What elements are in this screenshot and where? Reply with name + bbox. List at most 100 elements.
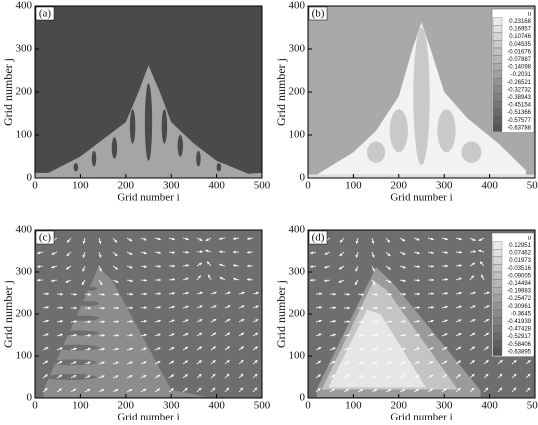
colorbar-label: -0.63895	[507, 349, 531, 355]
colorbar-label: -0.52917	[507, 334, 531, 340]
colorbar-swatch	[493, 333, 502, 341]
y-tick-label: 200	[16, 86, 33, 98]
colorbar-swatch	[493, 109, 502, 117]
colorbar-swatch	[493, 302, 502, 310]
colorbar-title: u	[528, 11, 531, 17]
y-tick-label: 0	[300, 172, 306, 184]
colorbar-swatch	[493, 101, 502, 109]
colorbar-swatch	[493, 348, 502, 356]
x-tick-label: 0	[305, 400, 311, 412]
panel-label: (c)	[39, 232, 52, 244]
colorbar-label: -0.38943	[507, 95, 531, 101]
y-tick-label: 100	[16, 350, 33, 362]
colorbar-label: -0.09005	[507, 273, 531, 279]
colorbar-swatch	[493, 340, 502, 348]
colorbar-label: -0.14098	[507, 65, 531, 71]
x-tick-label: 500	[254, 400, 271, 412]
colorbar-label: -0.19983	[507, 289, 531, 295]
colorbar-swatch	[493, 318, 502, 326]
colorbar-label: -0.01676	[507, 49, 531, 55]
colorbar-label: -0.51366	[507, 110, 531, 116]
y-tick-label: 100	[289, 129, 306, 141]
y-axis-label: Grid number j	[274, 280, 288, 348]
y-tick-label: 200	[289, 308, 306, 320]
colorbar-label: 0.07462	[509, 251, 531, 257]
x-tick-label: 400	[481, 180, 498, 192]
field-region	[390, 109, 408, 152]
x-tick-label: 400	[208, 180, 225, 192]
colorbar-swatch	[493, 40, 502, 48]
x-tick-label: 0	[305, 180, 311, 192]
y-tick-label: 400	[289, 224, 306, 236]
colorbar-swatch	[493, 18, 502, 26]
field-region	[74, 163, 79, 172]
colorbar-label: -0.26521	[507, 80, 531, 86]
y-tick-label: 400	[16, 0, 33, 12]
colorbar-swatch	[493, 257, 502, 265]
colorbar-swatch	[493, 71, 502, 79]
colorbar-swatch	[493, 78, 502, 86]
x-tick-label: 100	[345, 400, 362, 412]
field-region	[62, 330, 98, 335]
x-tick-label: 100	[72, 180, 89, 192]
x-axis-label: Grid number i	[117, 412, 179, 420]
field-region	[217, 163, 222, 172]
y-tick-label: 200	[16, 308, 33, 320]
x-tick-label: 300	[436, 400, 453, 412]
y-tick-label: 0	[27, 392, 33, 404]
colorbar-swatch	[493, 94, 502, 102]
colorbar: u0.231680.169570.107460.04535-0.01676-0.…	[492, 9, 534, 133]
colorbar-label: -0.57577	[507, 118, 531, 124]
colorbar-label: 0.23168	[509, 19, 531, 25]
field-region	[86, 287, 97, 291]
x-tick-label: 200	[391, 400, 408, 412]
x-tick-label: 300	[163, 180, 180, 192]
y-tick-label: 100	[289, 350, 306, 362]
x-tick-label: 0	[32, 400, 38, 412]
y-axis-label: Grid number j	[1, 58, 15, 126]
colorbar-swatch	[493, 48, 502, 56]
field-region	[196, 151, 201, 166]
field-region	[79, 301, 99, 306]
x-tick-label: 500	[527, 180, 538, 192]
x-axis-label: Grid number i	[390, 192, 452, 204]
colorbar-swatch	[493, 325, 502, 333]
field-region	[92, 151, 97, 166]
x-tick-label: 100	[345, 180, 362, 192]
x-axis-label: Grid number i	[390, 412, 452, 420]
field-region	[162, 109, 167, 143]
x-tick-label: 300	[436, 180, 453, 192]
colorbar-swatch	[493, 272, 502, 280]
colorbar-label: 0.12951	[509, 243, 531, 249]
colorbar-swatch	[493, 124, 502, 132]
colorbar-swatch	[493, 264, 502, 272]
colorbar-title: u	[528, 235, 531, 241]
colorbar-label: -0.3645	[511, 311, 532, 317]
y-tick-label: 300	[16, 43, 33, 55]
field-region	[437, 109, 455, 152]
colorbar-swatch	[493, 295, 502, 303]
colorbar-label: -0.58406	[507, 342, 531, 348]
x-axis-label: Grid number i	[117, 192, 179, 204]
y-tick-label: 200	[289, 86, 306, 98]
y-axis-label: Grid number j	[1, 280, 15, 348]
panel-label: (d)	[312, 232, 325, 244]
colorbar-swatch	[493, 63, 502, 71]
x-tick-label: 200	[391, 180, 408, 192]
y-tick-label: 100	[16, 129, 33, 141]
y-axis-label: Grid number j	[274, 58, 288, 126]
x-tick-label: 400	[208, 400, 225, 412]
y-tick-label: 400	[16, 224, 33, 236]
colorbar-label: -0.45154	[507, 103, 531, 109]
colorbar-label: -0.47428	[507, 327, 531, 333]
panel-label: (b)	[312, 8, 325, 20]
colorbar-swatch	[493, 310, 502, 318]
y-tick-label: 300	[289, 266, 306, 278]
x-tick-label: 200	[118, 180, 135, 192]
x-tick-label: 500	[527, 400, 538, 412]
